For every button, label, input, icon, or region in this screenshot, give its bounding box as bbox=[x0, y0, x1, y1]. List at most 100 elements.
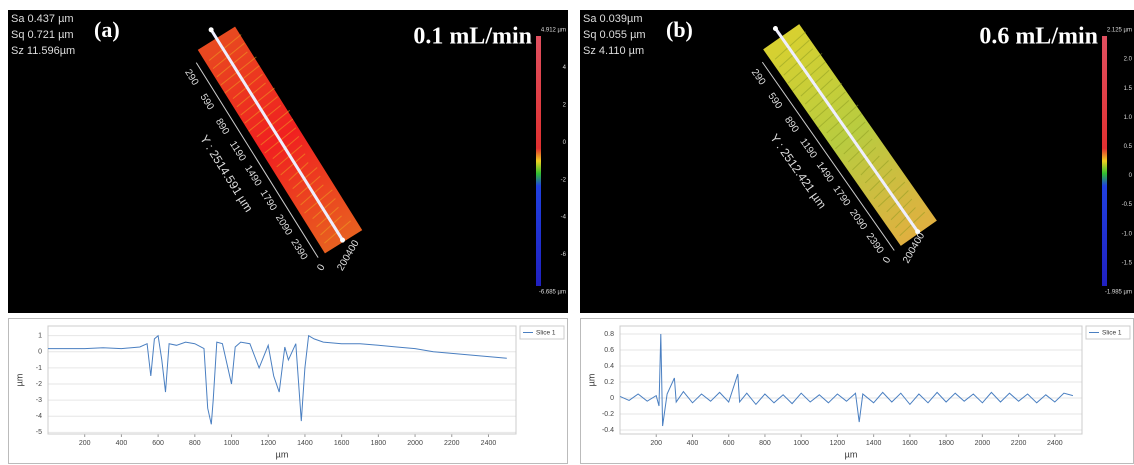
profile-end bbox=[772, 26, 778, 32]
surface-texture bbox=[774, 31, 807, 60]
y-tick-label: 1 bbox=[38, 333, 42, 340]
y-tick-label: -1 bbox=[36, 365, 42, 372]
x-tick-label: 2000 bbox=[975, 440, 991, 447]
width-tick-label: 0 bbox=[881, 255, 894, 266]
y-tick-label: 0 bbox=[610, 395, 614, 402]
y-tick-label: 0.4 bbox=[604, 363, 614, 370]
x-tick-label: 1800 bbox=[371, 440, 387, 447]
colorbar-label: 2.0 bbox=[1124, 57, 1133, 63]
y-tick-label: -4 bbox=[36, 413, 42, 420]
panel-label: (a) bbox=[94, 17, 120, 42]
x-tick-label: 1000 bbox=[224, 440, 240, 447]
y-axis-label: µm bbox=[586, 374, 596, 387]
colorbar-label: 4 bbox=[563, 65, 567, 71]
legend-box bbox=[519, 325, 565, 340]
x-tick-label: 2200 bbox=[444, 440, 460, 447]
profile-path bbox=[774, 27, 919, 233]
colorbar-label: -6 bbox=[561, 252, 567, 258]
colorbar bbox=[536, 36, 541, 286]
surface-texture bbox=[895, 207, 916, 229]
x-tick-label: 2400 bbox=[481, 440, 497, 447]
x-tick-label: 2000 bbox=[407, 440, 423, 447]
flow-rate: 0.6 mL/min bbox=[979, 24, 1098, 50]
colorbar-label: 1.5 bbox=[1124, 86, 1133, 92]
legend-label: Slice 1 bbox=[536, 330, 556, 337]
surface-texture bbox=[787, 52, 823, 84]
legend-box bbox=[1085, 325, 1131, 340]
x-tick-label: 400 bbox=[687, 440, 699, 447]
stat-text: Sq 0.721 µm bbox=[11, 29, 74, 41]
surface-texture bbox=[873, 177, 896, 200]
colorbar-label: 0 bbox=[563, 140, 567, 146]
colorbar-label: 0 bbox=[1129, 173, 1133, 179]
plot-frame bbox=[47, 325, 517, 435]
surface-texture bbox=[826, 104, 859, 134]
width-tick-label: 0 bbox=[315, 262, 328, 273]
colorbar-label: 4.912 µm bbox=[541, 28, 566, 34]
surface-texture bbox=[300, 184, 324, 206]
x-tick-label: 200 bbox=[79, 440, 91, 447]
colorbar bbox=[1102, 36, 1107, 286]
x-tick-label: 200 bbox=[650, 440, 662, 447]
colorbar-label: -4 bbox=[561, 215, 567, 221]
surface-texture bbox=[809, 82, 843, 113]
colorbar-label: -2 bbox=[561, 177, 567, 183]
colorbar-label: -1.0 bbox=[1122, 231, 1133, 237]
colorbar-label: 0.5 bbox=[1124, 144, 1133, 150]
colorbar-label: 1.0 bbox=[1124, 115, 1133, 121]
profile-path bbox=[209, 28, 344, 241]
colorbar-label: 2 bbox=[563, 102, 567, 108]
stat-text: Sa 0.039µm bbox=[583, 13, 643, 25]
x-tick-label: 600 bbox=[723, 440, 735, 447]
surface-texture bbox=[280, 153, 306, 176]
y-tick-label: -0.2 bbox=[602, 411, 614, 418]
surface-texture bbox=[830, 112, 863, 142]
panel-label: (b) bbox=[666, 17, 693, 42]
colorbar-label: 2.125 µm bbox=[1107, 28, 1132, 34]
x-axis-label: µm bbox=[276, 449, 289, 459]
x-tick-label: 1600 bbox=[902, 440, 918, 447]
y-tick-label: -5 bbox=[36, 429, 42, 436]
stat-text: Sq 0.055 µm bbox=[583, 29, 646, 41]
colorbar-label: -0.5 bbox=[1122, 202, 1133, 208]
colorbar-label: -6.685 µm bbox=[539, 290, 566, 296]
colorbar-label: -1.5 bbox=[1122, 260, 1133, 266]
surface-texture bbox=[852, 147, 877, 171]
x-tick-label: 1600 bbox=[334, 440, 350, 447]
x-tick-label: 1400 bbox=[297, 440, 313, 447]
surface-texture bbox=[320, 215, 342, 236]
axis-line bbox=[195, 62, 319, 258]
y-tick-label: 0.2 bbox=[604, 379, 614, 386]
profile-panel bbox=[580, 318, 1134, 464]
x-tick-label: 600 bbox=[152, 440, 164, 447]
surface-texture bbox=[240, 87, 275, 116]
surface-texture bbox=[817, 99, 850, 129]
legend-label: Slice 1 bbox=[1102, 330, 1122, 337]
x-axis-label: µm bbox=[845, 449, 858, 459]
x-tick-label: 800 bbox=[759, 440, 771, 447]
profile-end bbox=[340, 237, 346, 243]
surface-texture bbox=[256, 109, 291, 138]
x-tick-label: 1200 bbox=[260, 440, 276, 447]
stat-text: Sz 4.110 µm bbox=[583, 45, 644, 57]
profile-line bbox=[48, 334, 507, 425]
surface-texture bbox=[220, 56, 257, 86]
x-tick-label: 1800 bbox=[938, 440, 954, 447]
stat-text: Sa 0.437 µm bbox=[11, 13, 74, 25]
flow-rate: 0.1 mL/min bbox=[413, 24, 532, 50]
x-tick-label: 2400 bbox=[1047, 440, 1063, 447]
y-tick-label: -2 bbox=[36, 381, 42, 388]
x-tick-label: 400 bbox=[116, 440, 128, 447]
y-tick-label: -0.4 bbox=[602, 427, 614, 434]
profile-line bbox=[619, 333, 1074, 427]
profile-end bbox=[915, 229, 921, 235]
y-tick-label: 0 bbox=[38, 349, 42, 356]
profile-end bbox=[208, 27, 214, 33]
plot-frame bbox=[619, 325, 1083, 435]
x-tick-label: 1200 bbox=[830, 440, 846, 447]
surface-texture bbox=[248, 104, 282, 132]
x-tick-label: 1400 bbox=[866, 440, 882, 447]
x-tick-label: 800 bbox=[189, 440, 201, 447]
axis-line bbox=[761, 61, 895, 251]
colorbar-label: -1.985 µm bbox=[1105, 290, 1132, 296]
